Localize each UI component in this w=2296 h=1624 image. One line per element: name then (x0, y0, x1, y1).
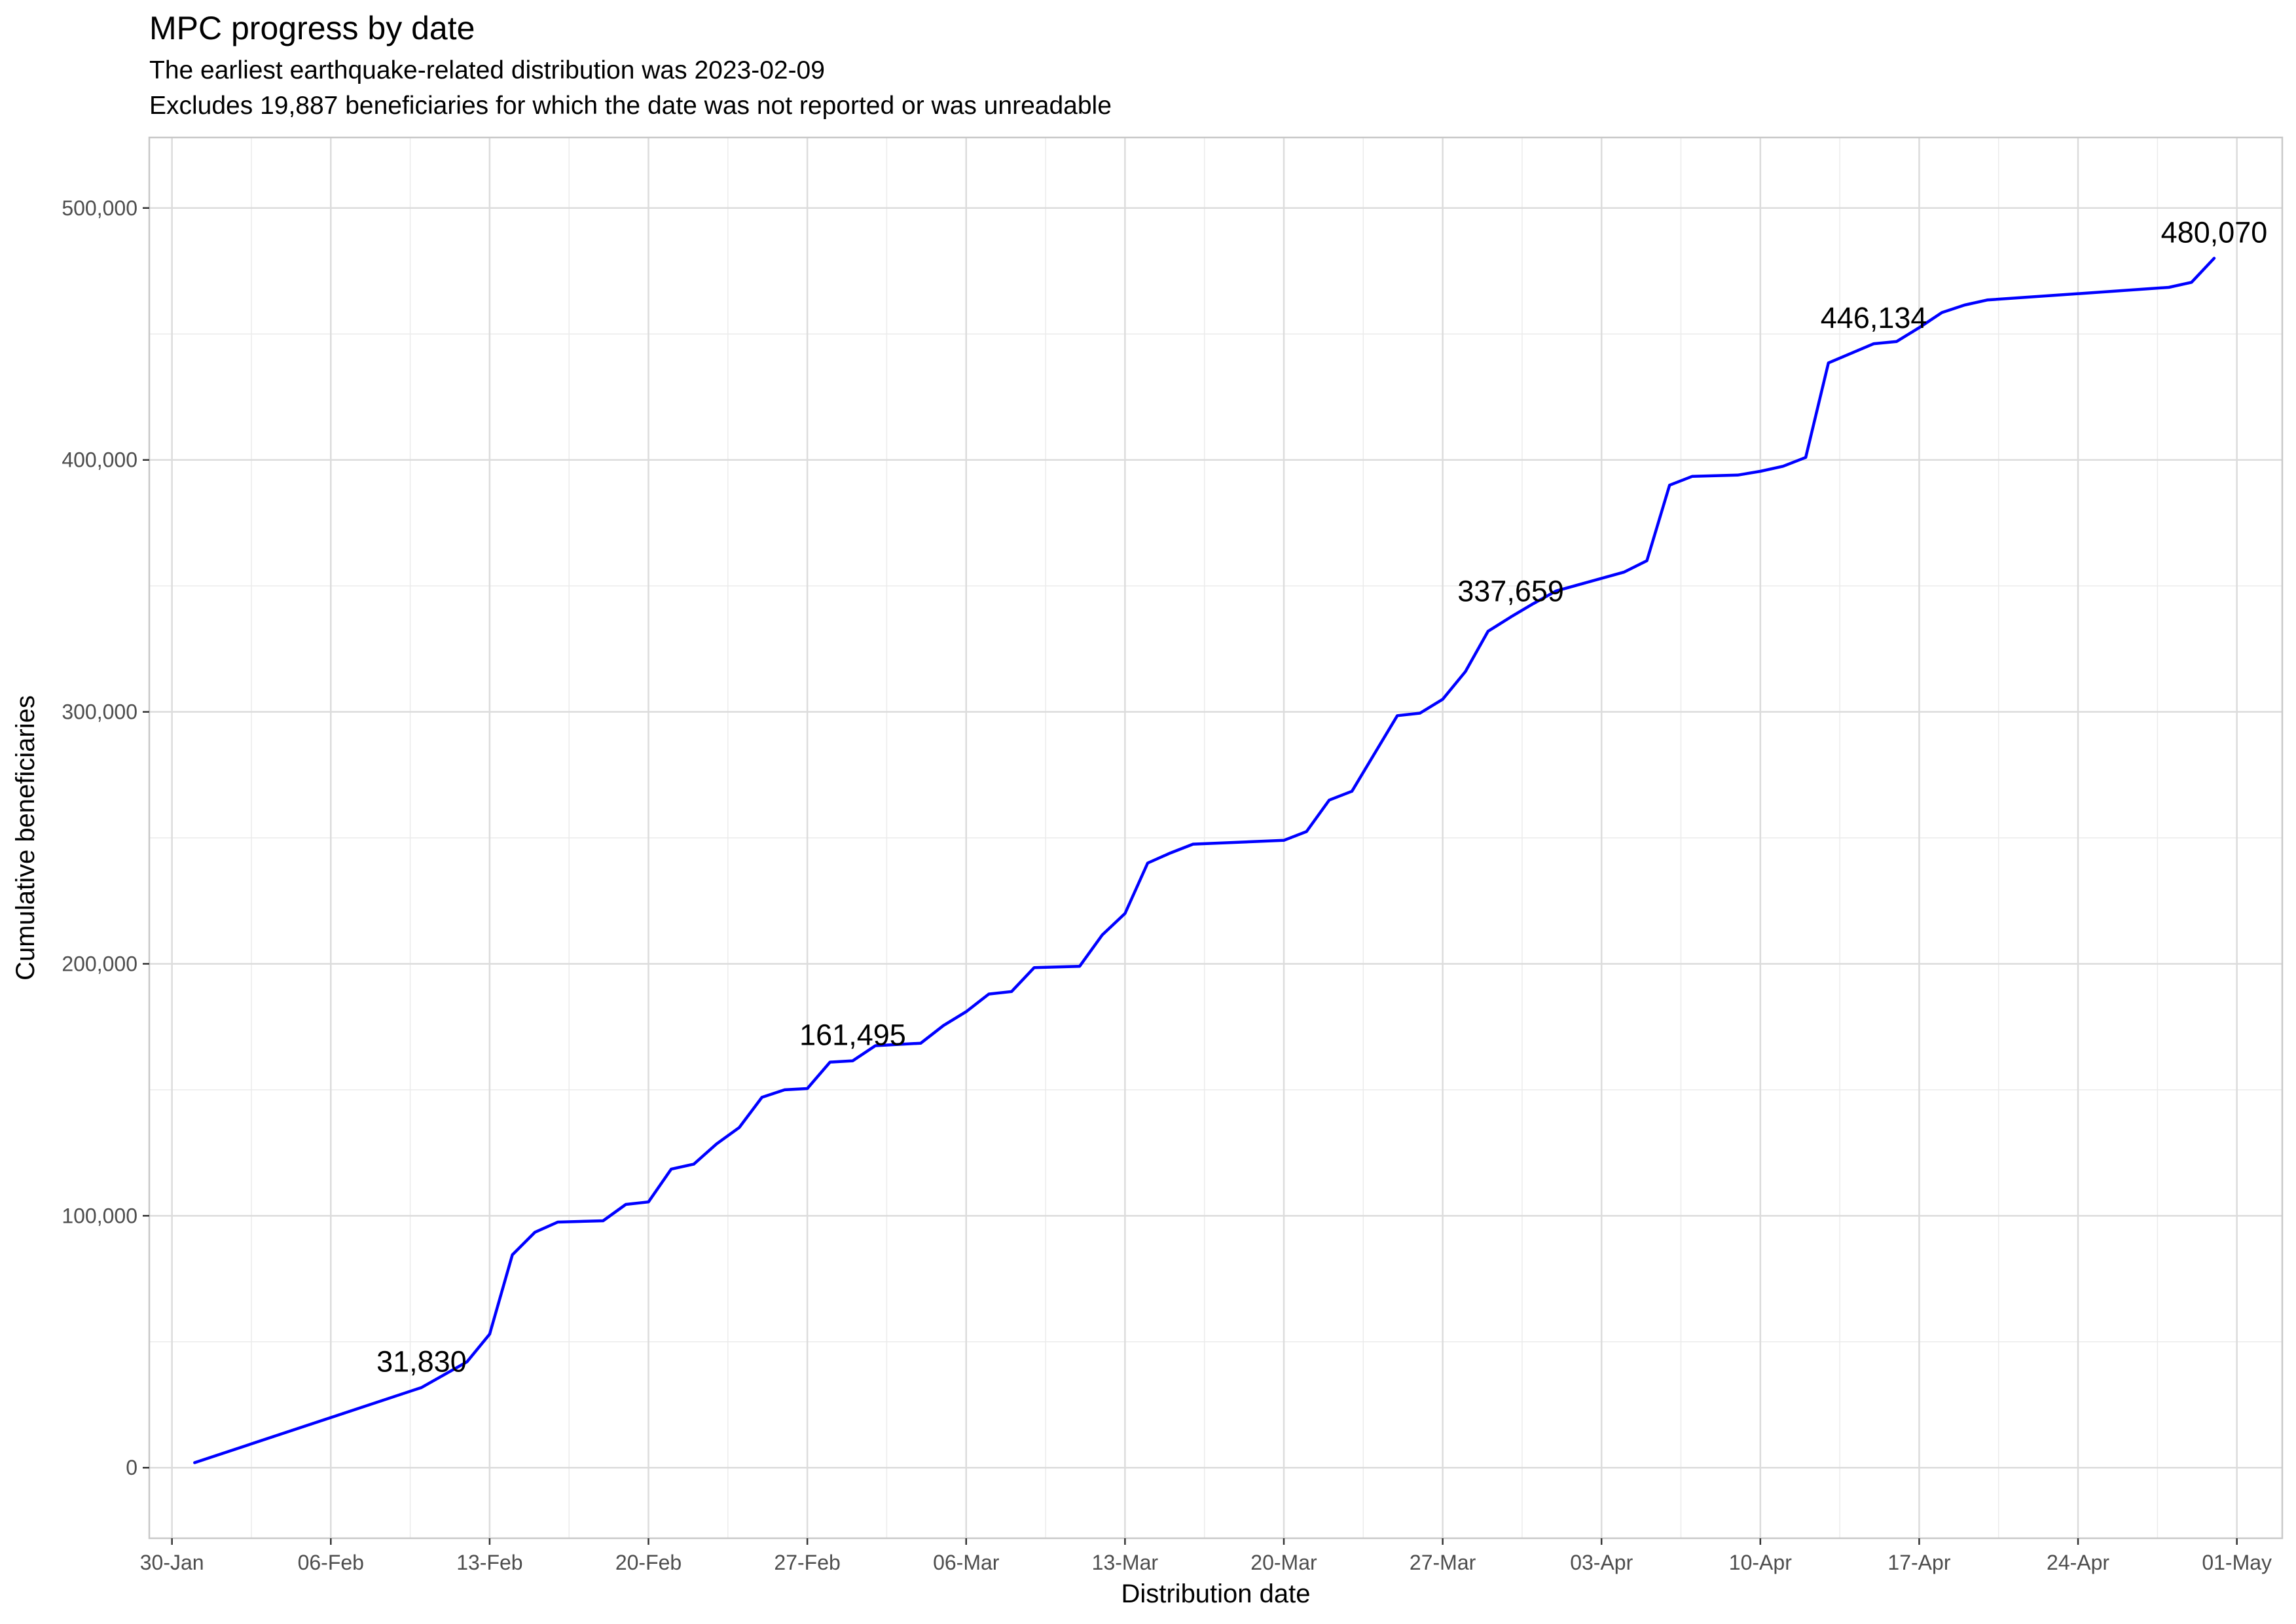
chart-subtitle-line-2: Excludes 19,887 beneficiaries for which … (149, 92, 1112, 120)
series-line (193, 257, 2216, 1464)
y-tick-label: 300,000 (62, 700, 137, 724)
x-tick-label: 03-Apr (1570, 1551, 1633, 1574)
data-label: 480,070 (2161, 215, 2268, 249)
x-tick-label: 27-Feb (774, 1551, 840, 1574)
x-tick-label: 01-May (2202, 1551, 2272, 1574)
x-tick-label: 13-Feb (456, 1551, 522, 1574)
y-tick-label: 400,000 (62, 448, 137, 472)
x-tick-label: 06-Feb (298, 1551, 364, 1574)
y-tick-label: 500,000 (62, 196, 137, 220)
x-tick-label: 13-Mar (1092, 1551, 1159, 1574)
chart-subtitle-line-1: The earliest earthquake-related distribu… (149, 56, 825, 84)
y-axis-title: Cumulative beneficiaries (11, 695, 40, 981)
plot-panel-border (148, 136, 2284, 1540)
data-label: 31,830 (376, 1345, 467, 1379)
chart-title: MPC progress by date (149, 10, 475, 46)
x-axis-title: Distribution date (1121, 1579, 1310, 1608)
y-tick-label: 0 (126, 1456, 137, 1479)
x-tick-label: 24-Apr (2047, 1551, 2109, 1574)
x-tick-label: 17-Apr (1887, 1551, 1950, 1574)
x-tick-label: 30-Jan (140, 1551, 204, 1574)
annotations: 31,830 161,495 337,659 446,134 480,070 (376, 215, 2267, 1378)
x-axis-ticks: 30-Jan 06-Feb 13-Feb 20-Feb 27-Feb 06-Mar 13-M… (140, 1538, 2272, 1574)
y-axis-ticks: 0 100,000 200,000 300,000 400,000 500,000 (62, 196, 149, 1479)
y-tick-label: 100,000 (62, 1204, 137, 1227)
y-tick-label: 200,000 (62, 952, 137, 975)
x-tick-label: 06-Mar (933, 1551, 1000, 1574)
x-tick-label: 10-Apr (1729, 1551, 1792, 1574)
series-layer (193, 257, 2216, 1464)
x-tick-label: 27-Mar (1410, 1551, 1476, 1574)
gridlines (149, 137, 2282, 1538)
data-label: 446,134 (1821, 301, 1927, 334)
data-label: 161,495 (799, 1019, 906, 1052)
x-tick-label: 20-Mar (1250, 1551, 1317, 1574)
data-label: 337,659 (1457, 575, 1564, 608)
x-tick-label: 20-Feb (615, 1551, 682, 1574)
